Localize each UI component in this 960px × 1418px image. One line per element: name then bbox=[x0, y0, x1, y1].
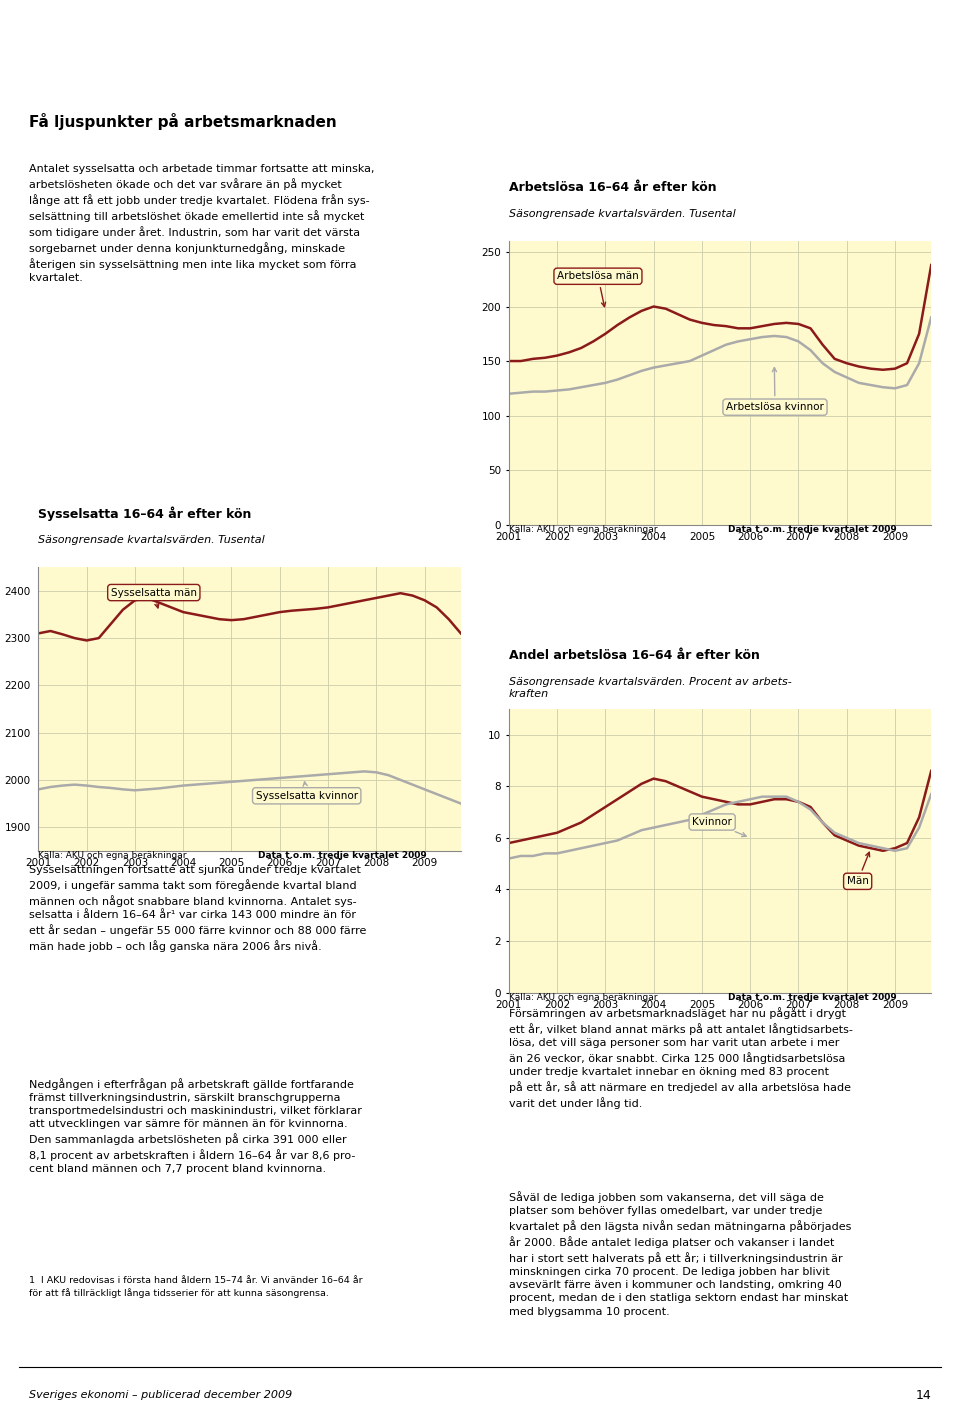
Text: Arbetslösa män: Arbetslösa män bbox=[557, 271, 638, 306]
Text: Data t.o.m. tredje kvartalet 2009: Data t.o.m. tredje kvartalet 2009 bbox=[729, 525, 898, 533]
Text: Få ljuspunkter på arbetsmarknaden: Få ljuspunkter på arbetsmarknaden bbox=[29, 113, 337, 130]
Text: Källa: AKU och egna beräkningar: Källa: AKU och egna beräkningar bbox=[509, 993, 658, 1001]
Text: Sysselsättningen fortsatte att sjunka under tredje kvartalet
2009, i ungefär sam: Sysselsättningen fortsatte att sjunka un… bbox=[29, 865, 366, 951]
Text: Säsongrensade kvartalsvärden. Procent av arbets-
kraften: Säsongrensade kvartalsvärden. Procent av… bbox=[509, 676, 792, 699]
Text: Data t.o.m. tredje kvartalet 2009: Data t.o.m. tredje kvartalet 2009 bbox=[258, 851, 427, 859]
Text: 14: 14 bbox=[916, 1388, 931, 1402]
Text: Källa: AKU och egna beräkningar: Källa: AKU och egna beräkningar bbox=[38, 851, 187, 859]
Text: Nedgången i efterfrågan på arbetskraft gällde fortfarande
främst tillverkningsin: Nedgången i efterfrågan på arbetskraft g… bbox=[29, 1078, 362, 1174]
Text: 1  I AKU redovisas i första hand åldern 15–74 år. Vi använder 16–64 år
för att f: 1 I AKU redovisas i första hand åldern 1… bbox=[29, 1276, 363, 1299]
Text: Såväl de lediga jobben som vakanserna, det vill säga de
platser som behöver fyll: Såväl de lediga jobben som vakanserna, d… bbox=[509, 1191, 852, 1317]
Text: Säsongrensade kvartalsvärden. Tusental: Säsongrensade kvartalsvärden. Tusental bbox=[509, 208, 735, 220]
Text: Andel arbetslösa 16–64 år efter kön: Andel arbetslösa 16–64 år efter kön bbox=[509, 648, 759, 662]
Text: Kvinnor: Kvinnor bbox=[692, 817, 746, 837]
Text: Arbetsmarknad: Arbetsmarknad bbox=[311, 20, 649, 58]
Text: Sveriges ekonomi – publicerad december 2009: Sveriges ekonomi – publicerad december 2… bbox=[29, 1390, 292, 1401]
Text: Data t.o.m. tredje kvartalet 2009: Data t.o.m. tredje kvartalet 2009 bbox=[729, 993, 898, 1001]
Text: Sysselsatta män: Sysselsatta män bbox=[110, 587, 197, 608]
Text: Källa: AKU och egna beräkningar: Källa: AKU och egna beräkningar bbox=[509, 525, 658, 533]
Text: Män: Män bbox=[847, 852, 870, 886]
Text: Antalet sysselsatta och arbetade timmar fortsatte att minska,
arbetslösheten öka: Antalet sysselsatta och arbetade timmar … bbox=[29, 164, 374, 284]
Text: Sysselsatta kvinnor: Sysselsatta kvinnor bbox=[255, 781, 358, 801]
Text: Säsongrensade kvartalsvärden. Tusental: Säsongrensade kvartalsvärden. Tusental bbox=[38, 535, 265, 546]
Text: Arbetslösa 16–64 år efter kön: Arbetslösa 16–64 år efter kön bbox=[509, 180, 716, 194]
Text: Sysselsatta 16–64 år efter kön: Sysselsatta 16–64 år efter kön bbox=[38, 506, 252, 522]
Text: Försämringen av arbetsmarknadsläget har nu pågått i drygt
ett år, vilket bland a: Försämringen av arbetsmarknadsläget har … bbox=[509, 1007, 852, 1109]
Text: Arbetslösa kvinnor: Arbetslösa kvinnor bbox=[726, 367, 824, 413]
